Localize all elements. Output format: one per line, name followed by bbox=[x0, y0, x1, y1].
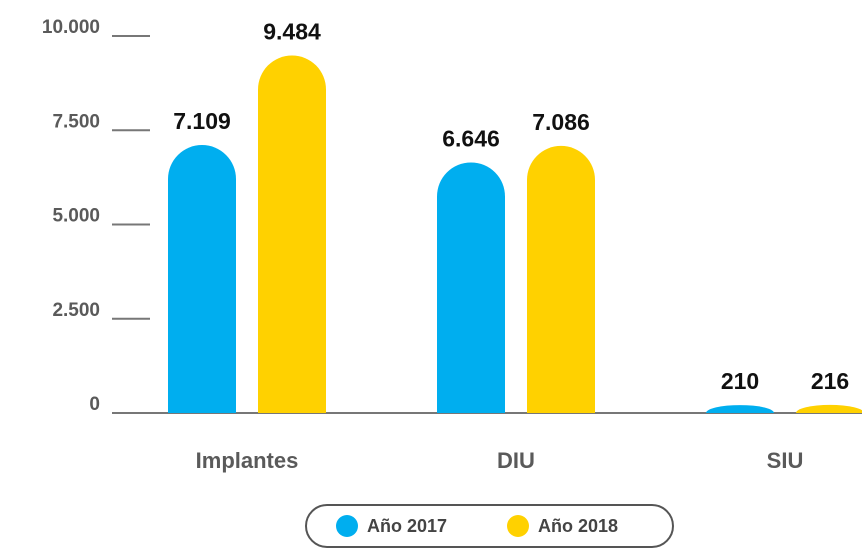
y-tick-label: 7.500 bbox=[52, 111, 100, 132]
bar bbox=[437, 162, 505, 413]
bar bbox=[796, 404, 862, 413]
bar bbox=[258, 55, 326, 413]
y-tick-label: 0 bbox=[89, 394, 100, 415]
bar bbox=[706, 405, 774, 413]
data-label: 6.646 bbox=[442, 126, 500, 152]
legend-frame bbox=[305, 504, 674, 548]
bar bbox=[527, 145, 595, 414]
y-tick-label: 10.000 bbox=[42, 17, 100, 38]
data-label: 210 bbox=[721, 368, 759, 394]
x-tick-label: DIU bbox=[497, 448, 535, 473]
data-label: 216 bbox=[811, 368, 849, 394]
y-tick-label: 5.000 bbox=[52, 206, 100, 227]
legend-swatch bbox=[507, 515, 529, 537]
legend-label: Año 2018 bbox=[538, 516, 618, 536]
x-tick-label: SIU bbox=[767, 448, 804, 473]
data-label: 7.109 bbox=[173, 108, 231, 134]
data-label: 9.484 bbox=[263, 19, 321, 45]
bar bbox=[168, 144, 236, 413]
legend-swatch bbox=[336, 515, 358, 537]
x-tick-label: Implantes bbox=[196, 448, 299, 473]
data-label: 7.086 bbox=[532, 109, 590, 135]
y-tick-label: 2.500 bbox=[52, 300, 100, 321]
legend-label: Año 2017 bbox=[367, 516, 447, 536]
